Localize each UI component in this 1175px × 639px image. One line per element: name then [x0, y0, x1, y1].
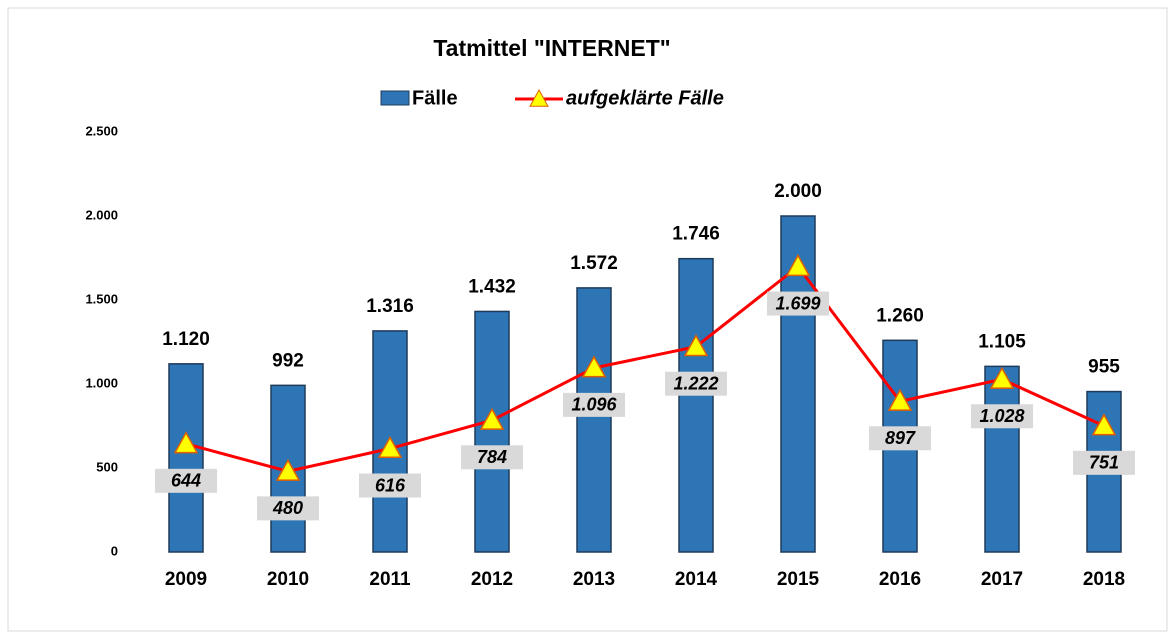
marker	[581, 355, 607, 378]
line	[185, 264, 1105, 473]
bar	[678, 257, 714, 553]
bar	[168, 363, 204, 553]
x-tick-label: 2012	[471, 569, 513, 590]
value-label-box	[359, 473, 421, 498]
line-value-label: 1.699	[775, 293, 820, 313]
legend-swatch	[380, 90, 410, 106]
x-tick-label: 2015	[777, 569, 820, 590]
marker	[479, 407, 505, 430]
chart-title: Tatmittel "INTERNET"	[433, 35, 670, 61]
x-tick-label: 2017	[981, 569, 1023, 590]
bar-value-label: 2.000	[774, 181, 822, 202]
x-tick-label: 2010	[267, 569, 309, 590]
x-tick-label: 2013	[573, 569, 615, 590]
y-tick-label: 1.000	[85, 375, 118, 390]
bar-value-label: 1.260	[876, 305, 924, 326]
bar-value-label: 1.105	[978, 331, 1026, 352]
legend-marker	[529, 88, 549, 107]
bar-value-label: 1.746	[672, 224, 720, 245]
value-label-box	[1073, 450, 1135, 475]
marker	[377, 435, 403, 459]
marker	[989, 366, 1015, 389]
line-value-label: 644	[171, 471, 201, 491]
bar-value-label: 955	[1088, 357, 1120, 378]
line-value-label: 1.028	[979, 406, 1024, 426]
value-label-box	[563, 392, 625, 417]
bar	[780, 215, 816, 553]
line-value-label: 751	[1089, 453, 1119, 473]
y-tick-label: 1.500	[85, 291, 118, 306]
line-value-label: 1.222	[673, 373, 718, 393]
x-tick-label: 2011	[369, 569, 411, 590]
x-tick-label: 2014	[675, 569, 718, 590]
value-label-box	[257, 496, 319, 521]
value-label-box	[155, 468, 217, 493]
bar	[984, 365, 1020, 553]
bar-value-label: 1.432	[468, 276, 516, 297]
marker	[173, 431, 199, 454]
marker	[275, 458, 301, 481]
y-tick-label: 2.500	[85, 123, 118, 138]
x-tick-label: 2016	[879, 569, 921, 590]
line-value-label: 784	[477, 447, 507, 467]
value-label-box	[665, 371, 727, 396]
x-tick-label: 2009	[165, 569, 207, 590]
marker	[1091, 413, 1117, 436]
marker	[887, 388, 913, 411]
y-tick-label: 0	[111, 543, 118, 558]
value-label-box	[461, 445, 523, 470]
x-tick-label: 2018	[1083, 569, 1125, 590]
bar-value-label: 1.316	[366, 296, 414, 317]
legend-label: Fälle	[412, 87, 458, 109]
value-label-box	[767, 291, 829, 316]
value-label-box	[869, 426, 931, 451]
line-value-label: 897	[885, 428, 916, 448]
bar	[576, 287, 612, 553]
bar	[474, 310, 510, 553]
line-value-label: 616	[375, 475, 406, 495]
bar-value-label: 1.572	[570, 253, 618, 274]
legend-label: aufgeklärte Fälle	[566, 87, 724, 109]
value-label-box	[971, 404, 1033, 429]
y-tick-label: 2.000	[85, 207, 118, 222]
bar-value-label: 1.120	[162, 329, 210, 350]
bar-value-label: 992	[272, 350, 304, 371]
marker	[683, 334, 709, 357]
y-tick-label: 500	[96, 459, 118, 474]
marker	[785, 254, 811, 277]
line-value-label: 480	[272, 498, 303, 518]
line-value-label: 1.096	[571, 395, 617, 415]
